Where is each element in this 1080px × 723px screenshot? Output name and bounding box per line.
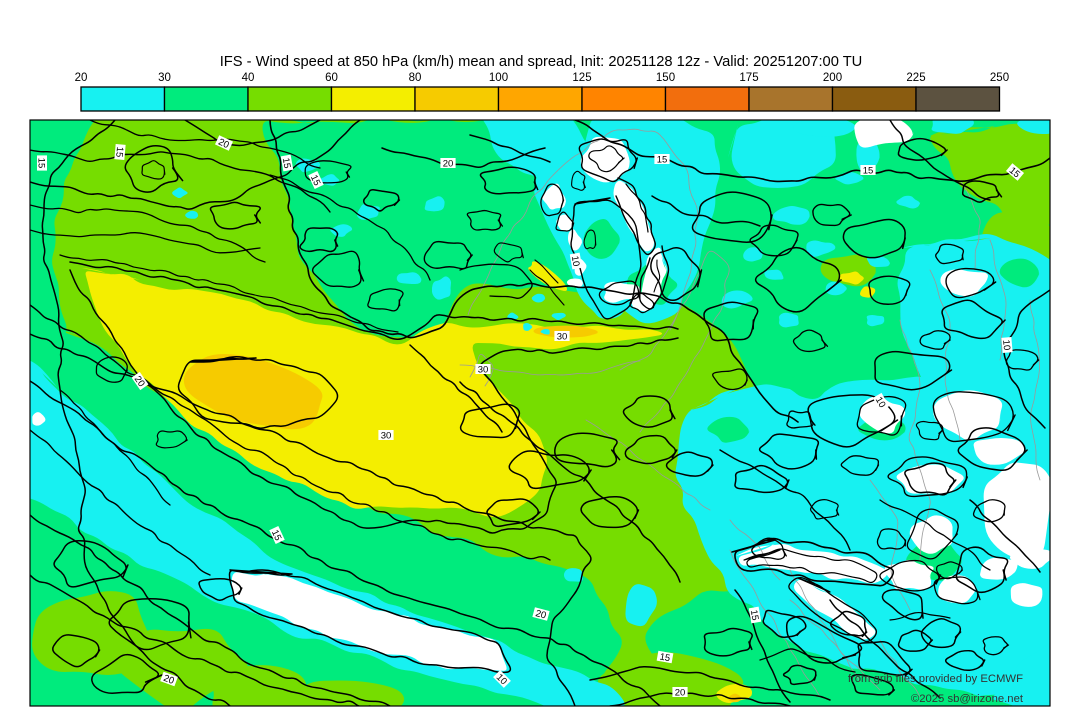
svg-text:20: 20 <box>675 687 686 698</box>
svg-text:100: 100 <box>489 72 508 84</box>
svg-text:15: 15 <box>308 173 322 187</box>
svg-text:10: 10 <box>569 255 582 267</box>
svg-text:20: 20 <box>162 673 176 687</box>
svg-text:10: 10 <box>873 395 888 410</box>
svg-text:15: 15 <box>863 165 874 176</box>
svg-text:30: 30 <box>557 331 568 342</box>
svg-text:IFS - Wind speed at 850 hPa (k: IFS - Wind speed at 850 hPa (km/h) mean … <box>220 54 863 70</box>
svg-text:10: 10 <box>1000 339 1012 350</box>
svg-text:175: 175 <box>739 72 758 84</box>
svg-text:©2025 sb@irizone.net: ©2025 sb@irizone.net <box>911 693 1024 705</box>
svg-text:15: 15 <box>657 154 668 165</box>
svg-text:15: 15 <box>280 157 293 169</box>
svg-text:40: 40 <box>242 72 255 84</box>
svg-text:20: 20 <box>132 374 147 389</box>
svg-text:20: 20 <box>75 72 88 84</box>
svg-text:20: 20 <box>443 158 454 169</box>
svg-text:from grib files provided by EC: from grib files provided by ECMWF <box>848 673 1023 685</box>
svg-text:30: 30 <box>158 72 171 84</box>
svg-text:60: 60 <box>325 72 338 84</box>
svg-text:15: 15 <box>269 528 283 542</box>
svg-text:15: 15 <box>113 146 125 157</box>
svg-text:150: 150 <box>656 72 675 84</box>
svg-text:80: 80 <box>409 72 422 84</box>
svg-text:200: 200 <box>823 72 842 84</box>
svg-text:30: 30 <box>478 364 489 375</box>
svg-text:15: 15 <box>36 158 47 169</box>
svg-text:15: 15 <box>659 652 671 665</box>
svg-text:250: 250 <box>990 72 1009 84</box>
svg-text:20: 20 <box>534 608 547 621</box>
svg-text:225: 225 <box>906 72 925 84</box>
svg-text:125: 125 <box>572 72 591 84</box>
svg-text:30: 30 <box>381 430 392 441</box>
svg-text:20: 20 <box>217 137 231 151</box>
svg-text:15: 15 <box>748 609 761 621</box>
